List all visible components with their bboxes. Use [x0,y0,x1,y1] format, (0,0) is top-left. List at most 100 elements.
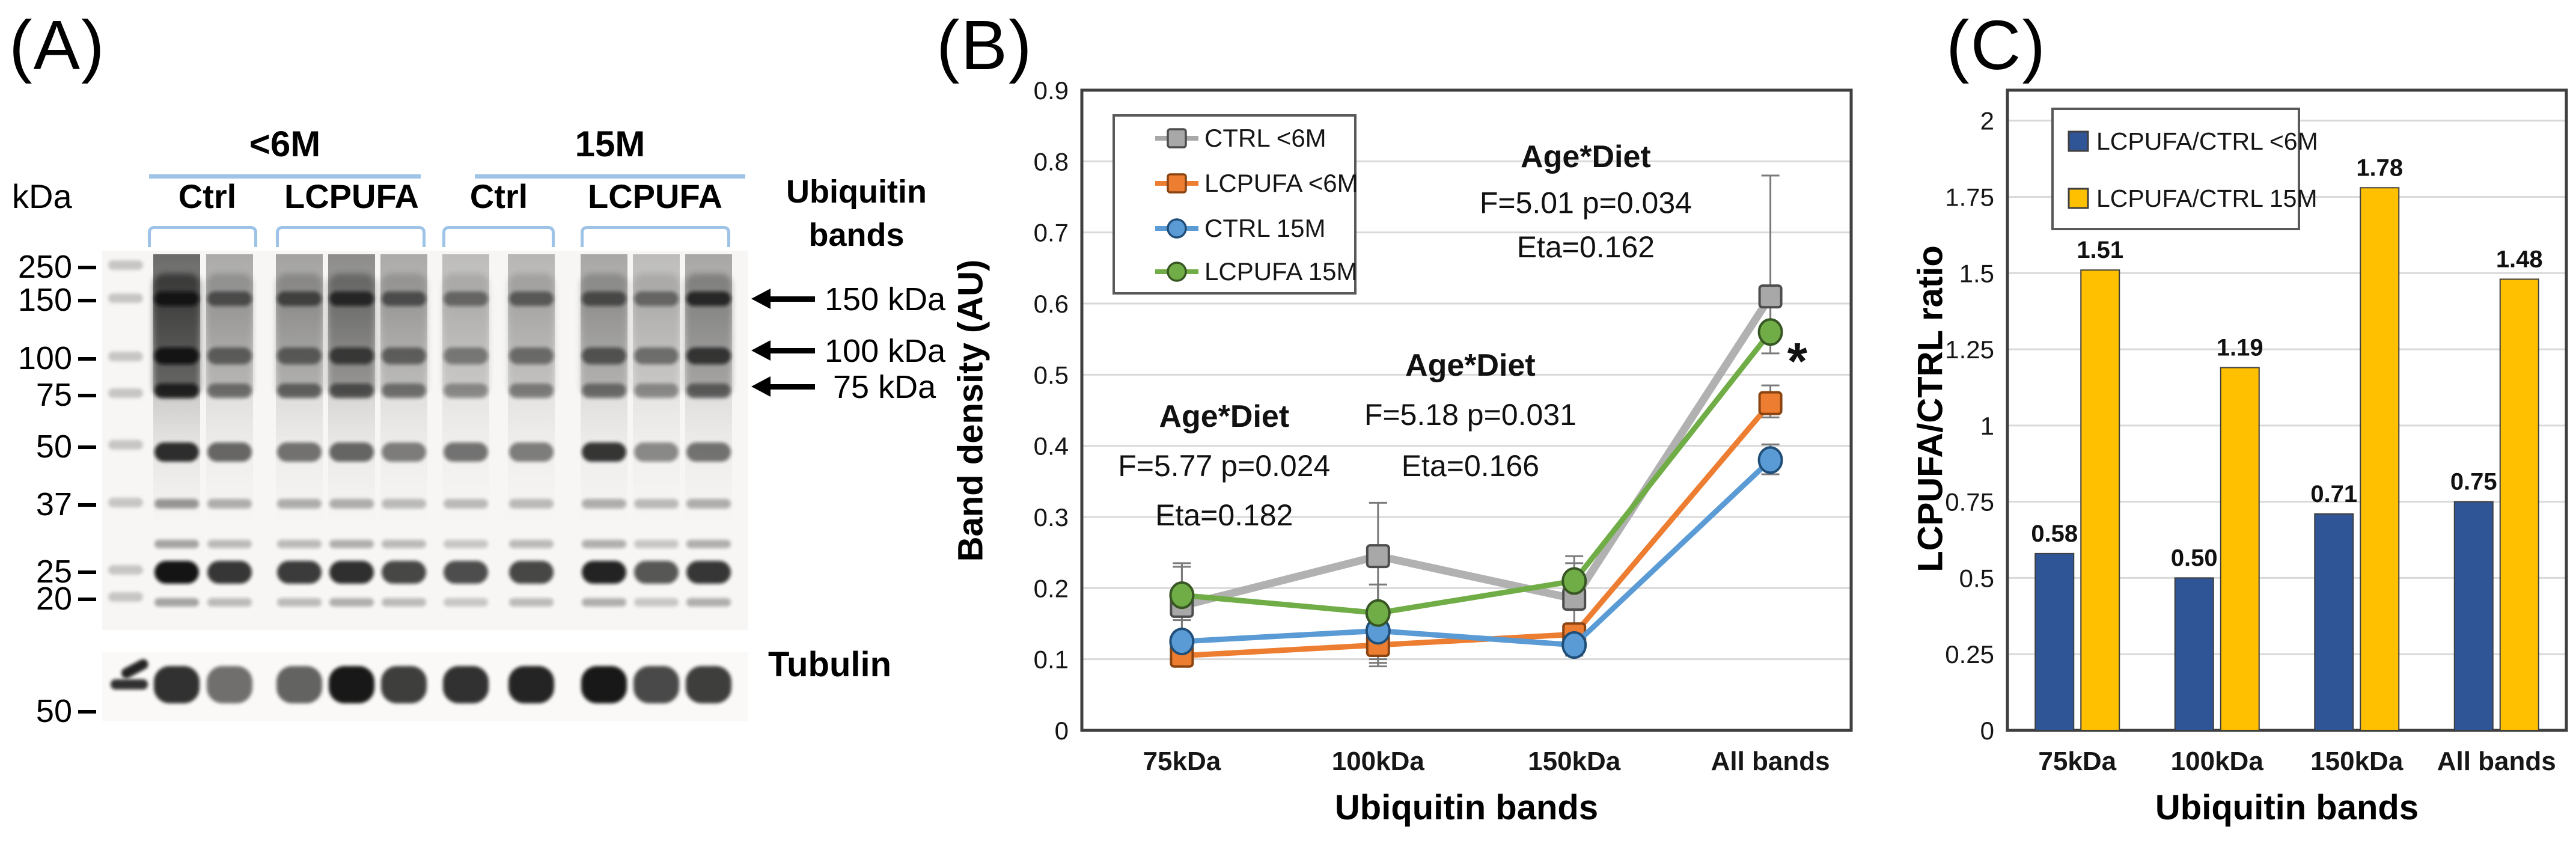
plot-border [2006,88,2568,732]
svg-text:CTRL 15M: CTRL 15M [1204,214,1326,242]
lane-bracket [581,226,730,247]
svg-text:0.5: 0.5 [1034,361,1069,389]
blot-lane-8 [581,254,627,703]
ladder-marker-75: 75 [0,376,96,414]
blot-lane-1 [153,254,200,703]
svg-text:F=5.01 p=0.034: F=5.01 p=0.034 [1480,186,1692,219]
lane-bracket [148,226,257,247]
lane-bracket [276,226,426,247]
series-3 [1169,446,1783,659]
tick-dash [78,598,96,601]
svg-text:0.50: 0.50 [2171,545,2218,571]
svg-text:Age*Diet: Age*Diet [1405,348,1536,383]
lane-group-label-ctrl-2: Ctrl [469,177,528,215]
panel-c-label: (C) [1946,6,2047,84]
arrow-label-75kda: 75 kDa [833,369,936,405]
svg-text:Eta=0.182: Eta=0.182 [1155,498,1293,532]
tubulin-label: Tubulin [768,645,892,684]
y-tick-labels: 2 1.75 1.5 1.25 1 0.75 0.5 0.25 0 [1945,107,1994,745]
svg-text:0.8: 0.8 [1034,147,1069,176]
series-4 [1169,318,1783,627]
age-group-underline [149,174,421,179]
blot-lane-9 [633,254,680,703]
svg-text:Eta=0.166: Eta=0.166 [1402,449,1539,483]
svg-text:Eta=0.162: Eta=0.162 [1517,230,1655,264]
lane-group-label-lcpufa-1: LCPUFA [284,177,419,215]
svg-text:0.3: 0.3 [1034,503,1069,531]
tick-dash [78,570,96,574]
ladder-marker-250: 250 [0,248,96,286]
left-arrow-icon [751,289,815,309]
svg-text:0.71: 0.71 [2310,481,2357,507]
left-arrow-icon [751,376,815,397]
blot-lane-6 [442,254,489,703]
tick-dash [78,503,96,507]
svg-text:0.9: 0.9 [1034,76,1069,105]
svg-text:0: 0 [1055,717,1069,745]
tick-dash [78,299,96,302]
x-tick-labels: 75kDa 100kDa 150kDa All bands [2038,747,2556,776]
svg-text:LCPUFA <6M: LCPUFA <6M [1204,169,1358,197]
svg-text:1: 1 [1980,412,1994,440]
tick-dash [78,266,96,269]
bars: 0.58 1.51 0.50 1.19 0.71 1.78 0.75 1.48 [2031,154,2543,732]
ladder-marker-100: 100 [0,340,96,377]
ladder-marker-25: 25 [0,553,96,590]
bar-lcpufa-ctrl-6m-100kDa [2174,577,2214,732]
svg-text:0.25: 0.25 [1945,640,1994,668]
svg-text:100kDa: 100kDa [2171,747,2264,776]
svg-text:1.25: 1.25 [1945,335,1994,364]
lane-bracket [442,226,555,247]
svg-text:150kDa: 150kDa [1528,747,1621,776]
bar-lcpufa-ctrl-6m-75kDa [2034,552,2075,731]
ubiquitin-bands-header-line1: Ubiquitin [786,174,927,210]
blot-lane-2 [206,254,253,703]
tick-dash [78,445,96,449]
svg-text:2: 2 [1980,107,1994,135]
svg-text:0.4: 0.4 [1034,432,1069,460]
svg-text:1.19: 1.19 [2217,335,2263,361]
age-group-label-under6m: <6M [249,124,321,164]
svg-text:1.48: 1.48 [2496,246,2543,272]
svg-text:0.7: 0.7 [1034,219,1069,247]
bar-lcpufa-ctrl-15m-75kDa [2080,269,2120,731]
blot-lane-7 [508,254,555,703]
lane-group-label-lcpufa-2: LCPUFA [588,177,722,215]
age-group-label-15m: 15M [575,124,646,164]
blot-lane-10 [685,254,732,703]
blot-lane-4 [328,254,375,703]
svg-text:1.78: 1.78 [2356,154,2403,181]
svg-text:0.1: 0.1 [1034,646,1069,674]
svg-text:LCPUFA/CTRL 15M: LCPUFA/CTRL 15M [2096,185,2318,212]
svg-text:*: * [1787,332,1808,390]
arrow-label-150kda: 150 kDa [825,281,946,317]
svg-text:CTRL <6M: CTRL <6M [1204,124,1326,152]
legend: CTRL <6M LCPUFA <6M CTRL 15M LCPUFA 15M [1113,114,1358,295]
ladder-marker-150: 150 [0,281,96,319]
svg-text:0.2: 0.2 [1034,574,1069,602]
svg-text:150kDa: 150kDa [2310,747,2404,776]
bar-lcpufa-ctrl-6m-150kDa [2314,513,2354,732]
ladder-marker-tubulin-50: 50 [0,693,96,730]
svg-text:0.5: 0.5 [1959,564,1994,592]
svg-text:0.6: 0.6 [1034,290,1069,318]
bar-lcpufa-ctrl-6m-All bands [2453,501,2494,732]
ladder-marker-50: 50 [0,428,96,465]
left-arrow-icon [751,340,815,361]
svg-text:0.58: 0.58 [2031,521,2078,547]
svg-text:1.5: 1.5 [1959,259,1994,287]
b-y-axis-title: Band density (AU) [951,259,990,562]
plot-border [1080,88,1853,732]
svg-text:LCPUFA 15M: LCPUFA 15M [1204,257,1357,286]
svg-text:100kDa: 100kDa [1332,747,1425,776]
x-tick-labels: 75kDa 100kDa 150kDa All bands [1143,747,1830,776]
svg-text:0.75: 0.75 [1945,488,1994,516]
svg-text:75kDa: 75kDa [2038,747,2116,776]
tick-dash [78,394,96,397]
legend: LCPUFA/CTRL <6M LCPUFA/CTRL 15M [2051,108,2318,230]
svg-text:F=5.77 p=0.024: F=5.77 p=0.024 [1118,449,1330,483]
y-tick-labels: 0.9 0.8 0.7 0.6 0.5 0.4 0.3 0.2 0.1 0 [1034,76,1069,745]
age-group-underline [475,174,745,179]
tick-dash [78,357,96,361]
